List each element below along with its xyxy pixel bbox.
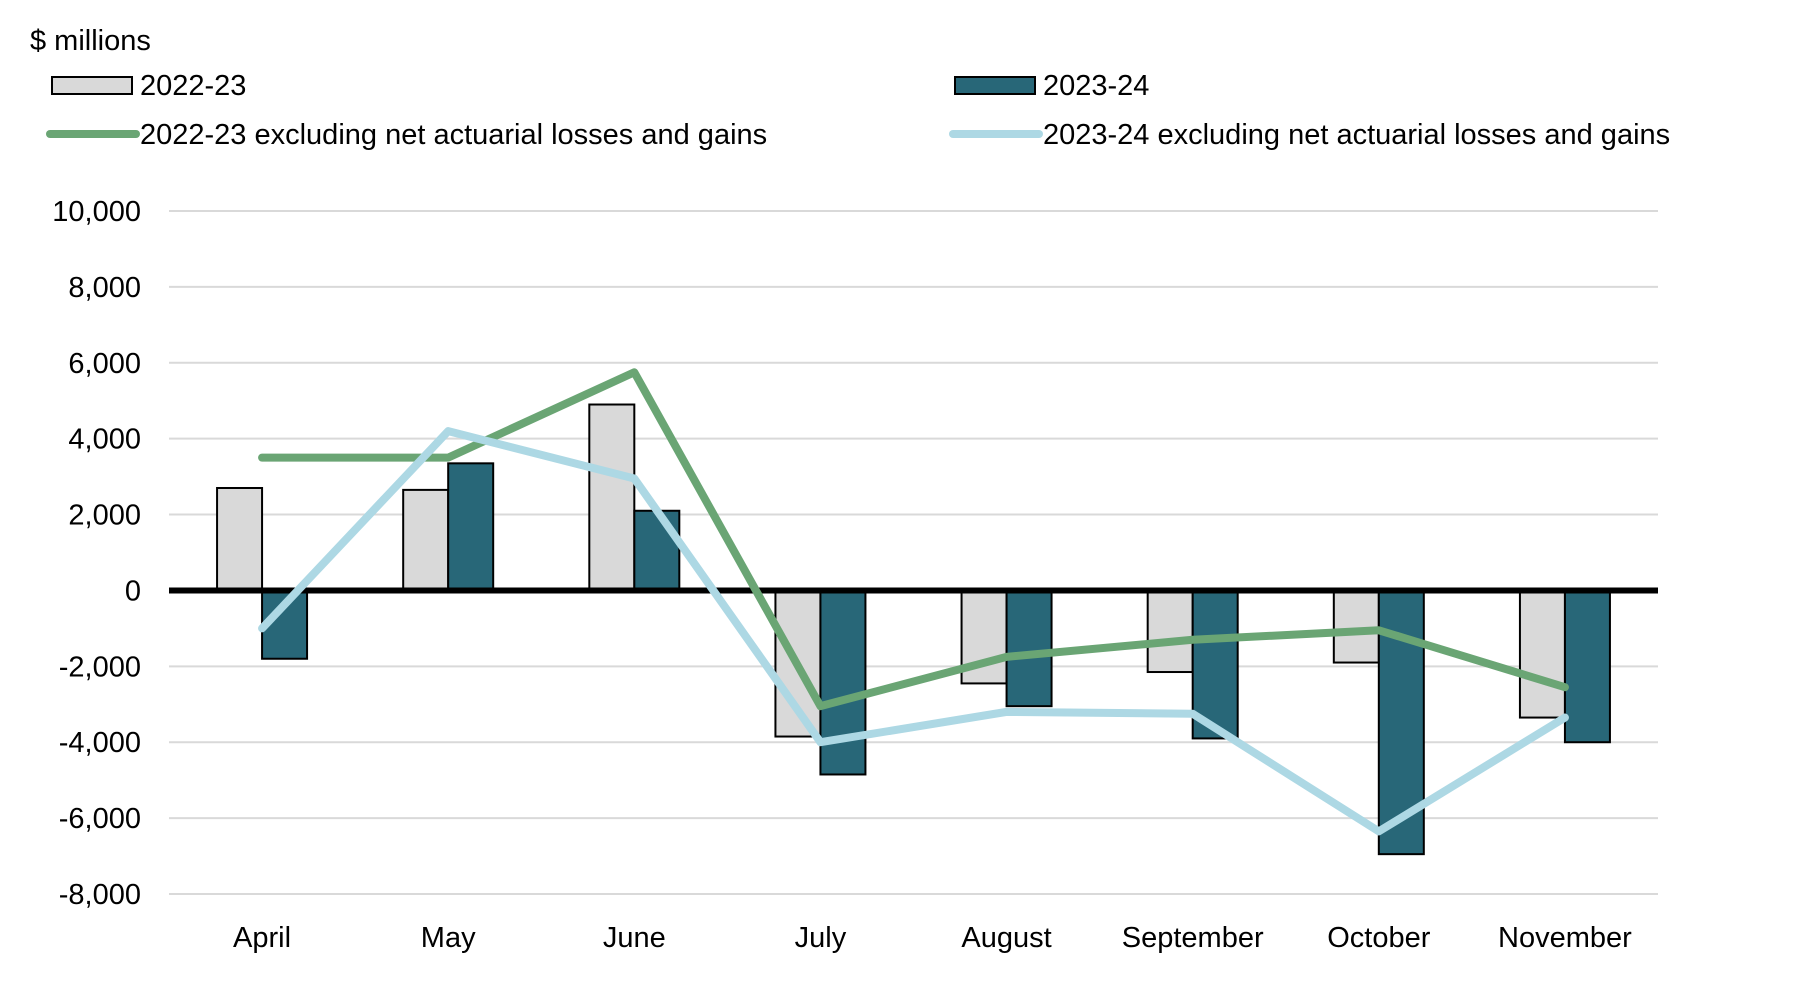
x-category-label: July [795,922,847,954]
legend-swatch [954,76,1036,95]
bar-2022-23-october [1332,589,1380,664]
line-2023-24-excluding-net-actuarial-losses-and-gains [258,427,1569,836]
y-tick-label: -8,000 [59,879,141,911]
legend-item: 2022-23 [51,70,246,102]
lines [258,368,1569,836]
y-tick-label: -2,000 [59,651,141,683]
y-tick-label: 6,000 [68,348,141,380]
bar-2023-24-november [1563,589,1611,744]
bar-2023-24-may [447,462,495,592]
y-tick-label: 4,000 [68,424,141,456]
y-tick-label: 8,000 [68,272,141,304]
legend: 2022-23 2023-24 2022-23 excluding net actu… [46,70,1670,151]
x-category-label: June [603,922,666,954]
x-category-label: September [1122,922,1264,954]
legend-label: 2023-24 [1043,70,1149,102]
bar-2022-23-november [1518,589,1566,719]
bar-2023-24-september [1191,589,1239,740]
bar-2023-24-july [819,589,867,776]
y-tick-label: -4,000 [59,727,141,759]
legend-item: 2022-23 excluding net actuarial losses a… [46,119,767,151]
unit-label: $ millions [30,25,151,57]
y-tick-label: -6,000 [59,803,141,835]
x-category-label: November [1498,922,1632,954]
gridlines [169,210,1658,895]
legend-label: 2023-24 excluding net actuarial losses a… [1043,119,1670,151]
legend-label: 2022-23 excluding net actuarial losses a… [140,119,767,151]
legend-swatch [51,76,133,95]
y-tick-label: 10,000 [52,196,141,228]
bar-2022-23-april [216,486,264,592]
legend-item: 2023-24 excluding net actuarial losses a… [949,119,1670,151]
y-axis-ticks: 10,000 8,000 6,000 4,000 2,000 0 -2,000 -4,000 -… [52,196,141,911]
legend-item: 2023-24 [954,70,1149,102]
bar-2023-24-august [1005,589,1053,708]
x-category-label: May [421,922,476,954]
bar-2022-23-may [402,488,450,592]
y-tick-label: 2,000 [68,500,141,532]
x-category-label: August [961,922,1051,954]
legend-label: 2022-23 [140,70,246,102]
bars [216,403,1611,856]
line-2022-23-excluding-net-actuarial-losses-and-gains [258,368,1569,711]
y-tick-label: 0 [125,575,141,607]
bar-2023-24-june [633,509,681,592]
bar-2022-23-september [1146,589,1194,674]
bar-2022-23-june [588,403,636,592]
x-category-label: October [1327,922,1430,954]
x-axis-labels: April May June July August September October No… [233,922,1632,954]
x-category-label: April [233,922,291,954]
